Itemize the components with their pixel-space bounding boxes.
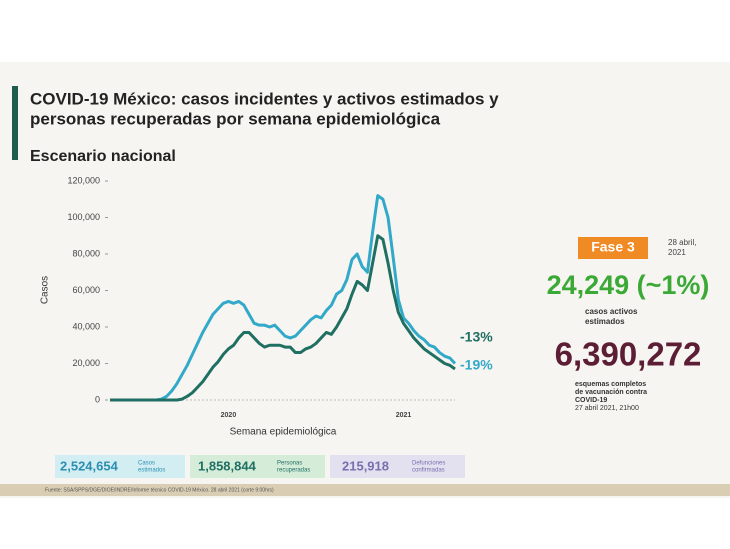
- vaccines: 6,390,272: [555, 336, 702, 373]
- box-label: Casos: [138, 461, 155, 467]
- box-label: Defunciones: [412, 461, 445, 467]
- active-label: casos activos: [585, 307, 638, 316]
- box-label: confirmadas: [412, 468, 445, 474]
- box: [55, 455, 185, 478]
- subtitle: Escenario nacional: [30, 148, 176, 165]
- series-line: [110, 234, 456, 402]
- vaccines-label: esquemas completos: [575, 381, 646, 388]
- title-line: personas recuperadas por semana epidemio…: [30, 109, 441, 128]
- y-axis-label: Casos: [40, 276, 51, 304]
- title-line: COVID-19 México: casos incidentes y acti…: [30, 89, 499, 108]
- y-tick-label: 0: [95, 394, 100, 404]
- date: 2021: [668, 248, 686, 257]
- vaccines-label: de vacunación contra: [575, 389, 647, 396]
- box: [190, 455, 325, 478]
- footer-bar: [0, 484, 730, 496]
- phase-badge: [578, 237, 648, 259]
- y-tick-label: 100,000: [67, 212, 100, 222]
- box-value: 1,858,844: [198, 458, 257, 473]
- accent-bar: [12, 86, 18, 160]
- x-tick-label: 2020: [221, 412, 237, 419]
- active-cases: 24,249 (~1%): [547, 270, 710, 300]
- x-tick-label: 2021: [396, 412, 412, 419]
- y-tick-label: 60,000: [72, 285, 100, 295]
- x-axis-label: Semana epidemiológica: [230, 427, 337, 438]
- source: Fuente: SSA/SPPS/DGE/DIOE/INDRE/Informe …: [45, 487, 274, 493]
- y-tick-label: 120,000: [67, 175, 100, 185]
- vaccines-label: 27 abril 2021, 21h00: [575, 405, 639, 412]
- active-label: estimados: [585, 317, 625, 326]
- phase: Fase 3: [591, 239, 635, 255]
- box-label: recuperadas: [277, 468, 310, 474]
- end-label: -13%: [460, 329, 493, 345]
- box-value: 2,524,654: [60, 458, 119, 473]
- end-label: -19%: [460, 357, 493, 373]
- series-line: [110, 194, 457, 402]
- box-value: 215,918: [342, 458, 389, 473]
- date: 28 abril,: [668, 238, 696, 247]
- slide-background: [0, 62, 730, 498]
- y-tick-label: 40,000: [72, 321, 100, 331]
- box: [330, 455, 465, 478]
- box-label: estimados: [138, 468, 165, 474]
- y-tick-label: 80,000: [72, 248, 100, 258]
- vaccines-label: COVID-19: [575, 397, 607, 404]
- y-tick-label: 20,000: [72, 358, 100, 368]
- box-label: Personas: [277, 461, 302, 467]
